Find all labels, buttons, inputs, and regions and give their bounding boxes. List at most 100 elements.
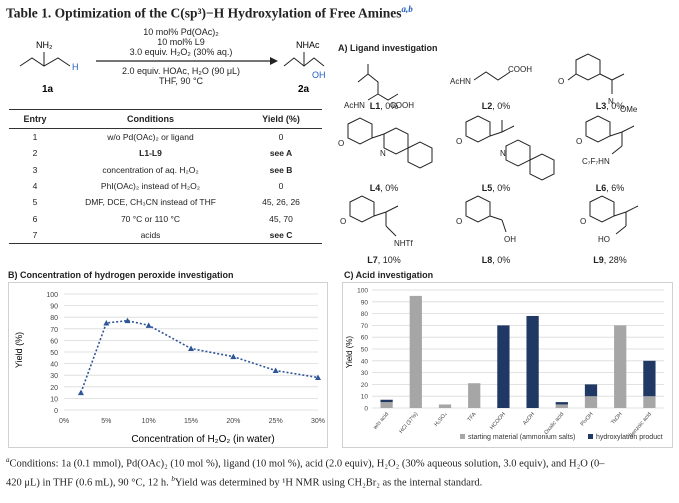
entry-cell: 7 [9, 226, 61, 245]
chart-b-frame [8, 282, 328, 448]
chart-c-bar-hydroxylation [555, 402, 568, 405]
entry-cell: 5 [32, 197, 38, 208]
reaction-scheme: NH₂ H 1a NHAc OH 2a [19, 40, 326, 95]
chart-b-data-point [272, 367, 279, 374]
chart-b-xtick-label: 30% [311, 418, 325, 425]
ligand-l6-structure [585, 115, 635, 155]
chart-b-data-point [145, 322, 152, 328]
chart-c-ytick-label: 70 [361, 323, 369, 330]
chart-b-ytick-label: 50 [50, 350, 58, 357]
chart-c-legend-swatch [588, 434, 593, 439]
chart-b-xtick-label: 10% [142, 418, 156, 425]
chart-b-data-point [315, 374, 321, 381]
footnote-mark-a: a [6, 456, 10, 464]
condition-line: 3.0 equiv. H₂O₂ (30% aq.) [129, 47, 233, 57]
ligand-yield: , 0% [380, 101, 399, 111]
chart-b-ytick-label: 20 [50, 385, 58, 392]
chart-c-ytick-label: 20 [361, 382, 369, 389]
ligand-l4-structure [347, 117, 433, 169]
ligand-yield: , 10% [377, 255, 401, 265]
table-footnote: aConditions: 1a (0.1 mmol), Pd(OAc)₂ (10… [6, 453, 674, 490]
l6-o-label: O [576, 137, 582, 146]
chart-b-xtick-label: 20% [226, 418, 240, 425]
ligand-l7-structure [349, 195, 399, 237]
chart-b-ytick-label: 30 [50, 373, 58, 380]
entry-cell: 2 [32, 148, 38, 159]
ligand-caption-l4: L4, 0% [344, 183, 424, 193]
chart-c-bar-starting-material [614, 325, 627, 408]
ligand-yield: , 0% [492, 101, 511, 111]
l1-achn-label: AcHN [344, 101, 365, 110]
chart-c-bar-hydroxylation [526, 315, 539, 408]
ligand-yield: , 0% [492, 255, 511, 265]
header-entry: Entry [9, 109, 61, 129]
chart-c-category-label: HCl (37%) [398, 411, 419, 434]
l7-nhtf-label: NHTf [394, 239, 413, 248]
ligand-name: L9 [593, 255, 604, 265]
ligand-yield: , 0% [492, 183, 511, 193]
ligand-name: L2 [481, 101, 493, 111]
chart-c-ytick-label: 100 [357, 288, 368, 295]
table-title: Table 1. Optimization of the C(sp³)−H Hy… [6, 4, 413, 22]
header-yield: Yield (%) [240, 109, 322, 129]
footnote-text-1: Conditions: 1a (0.1 mmol), Pd(OAc)₂ (10 … [9, 458, 605, 470]
l9-o-label: O [580, 217, 586, 226]
table-header-row: Entry Conditions Yield (%) [9, 109, 322, 129]
entry-cell: 3 [32, 164, 38, 175]
chart-b-data-point [230, 353, 237, 360]
chart-c-bar-starting-material [584, 396, 598, 408]
table-title-text: Table 1. Optimization of the C(sp³)−H Hy… [6, 5, 402, 21]
chart-c-bar-hydroxylation [497, 325, 510, 408]
optimization-table: Entry Conditions Yield (%) 1 w/o Pd(OAc)₂… [9, 109, 322, 245]
arrow-head [270, 57, 278, 65]
ligand-caption-l7: L7, 10% [344, 255, 424, 265]
footnote-line-2: 420 μL) in THF (0.6 mL), 90 °C, 12 h. bY… [6, 472, 674, 491]
ligand-caption-l6: L6, 6% [570, 183, 650, 193]
chart-c-ytick-label: 60 [361, 335, 369, 342]
conditions-above-arrow: 10 mol% Pd(OAc)₂ 10 mol% L9 3.0 equiv. H… [96, 27, 266, 57]
chart-c-legend-label: hydroxylation product [596, 434, 663, 441]
chart-c-legend-swatch [460, 434, 465, 439]
ligand-caption-l5: L5, 0% [456, 183, 536, 193]
chart-b-ytick-label: 60 [50, 338, 58, 345]
conditions-cell: concentration of aq. H₂O₂ [102, 164, 199, 175]
chart-b-ytick-label: 100 [46, 292, 58, 299]
conditions-cell: acids [61, 226, 240, 245]
chart-c-ylabel: Yield (%) [345, 336, 354, 368]
condition-line: 10 mol% Pd(OAc)₂ [143, 27, 219, 37]
chart-b-data-point [124, 317, 131, 324]
chart-c-legend-label: starting material (ammonium salts) [468, 434, 575, 441]
chart-b-xlabel: Concentration of H₂O₂ (in water) [131, 434, 274, 445]
reactant-structure [19, 52, 71, 67]
ligand-name: L6 [595, 183, 607, 193]
footnote-line-1: aConditions: 1a (0.1 mmol), Pd(OAc)₂ (10… [6, 453, 674, 472]
chart-c-category-label: TsOH [610, 411, 623, 425]
ligand-caption-l2: L2, 0% [456, 101, 536, 111]
table-row: 4 PhI(OAc)₂ instead of H₂O₂ 0 [9, 178, 322, 194]
acid-bar-chart: Yield (%) 0 10 20 30 40 50 60 70 80 90 100 w/o acid… [342, 282, 673, 448]
chart-b-ylabel: Yield (%) [14, 332, 24, 368]
product-nhac-label: NHAc [296, 40, 320, 50]
l4-n-label: N [380, 149, 386, 158]
ligand-l8-structure [465, 195, 507, 233]
footnote-text-3: Yield was determined by ¹H NMR using CH₂… [174, 477, 483, 488]
ligand-l3-structure [567, 53, 625, 94]
chart-b-data-point [188, 345, 194, 352]
l6-c7f7hn-label: C₇F₇HN [582, 157, 610, 166]
l7-o-label: O [340, 217, 346, 226]
footnote-mark-b: b [171, 474, 175, 483]
chart-c-ytick-label: 30 [361, 370, 369, 377]
chart-c-bar-hydroxylation [584, 384, 598, 397]
chart-c-ytick-label: 10 [361, 394, 369, 401]
chart-b-xtick-label: 25% [269, 418, 283, 425]
ligand-l1-structure [357, 64, 399, 101]
chart-c-bar-hydroxylation [380, 399, 393, 403]
table-row: 6 70 °C or 110 °C 45, 70 [9, 210, 322, 226]
l3-ome-label: OMe [620, 105, 638, 114]
chart-c-category-label: TFA [467, 411, 478, 423]
table-row: 2 L1-L9 see A [9, 145, 322, 161]
l5-o-label: O [456, 137, 462, 146]
yield-cell: 0 [278, 132, 284, 143]
chart-b-ytick-label: 70 [50, 327, 58, 334]
yield-cell: see B [269, 164, 293, 175]
